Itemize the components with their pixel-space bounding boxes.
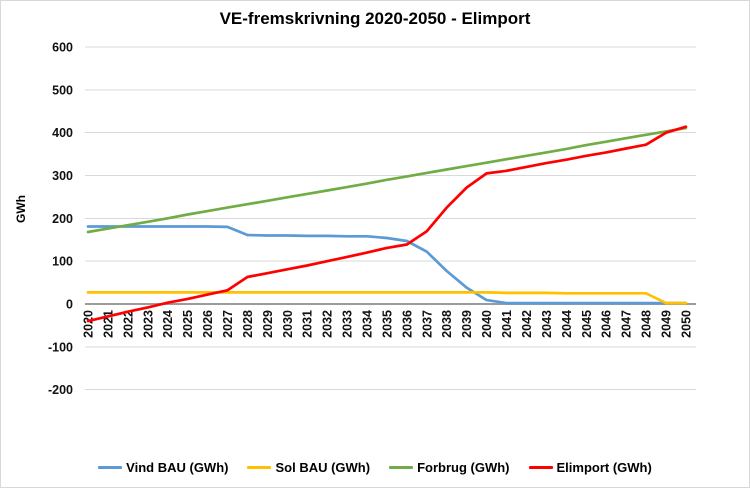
x-axis-tick-label: 2039 [460,310,474,338]
y-axis-tick-label: 100 [52,255,73,269]
legend-label: Vind BAU (GWh) [126,460,229,475]
x-axis-tick-label: 2036 [400,310,414,338]
legend-color-swatch [528,466,553,469]
y-axis-tick-label: 600 [52,41,73,55]
legend-label: Elimport (GWh) [556,460,652,475]
x-axis-tick-label: 2020 [82,310,96,338]
x-axis-tick-label: 2028 [241,310,255,338]
x-axis-tick-label: 2034 [361,310,375,338]
series-line-sol-bau-gwh [86,291,688,305]
series-line-elimport-gwh [86,125,688,323]
series-line-forbrug-gwh [86,126,688,234]
x-axis-tick-label: 2050 [679,310,693,338]
legend-label: Sol BAU (GWh) [275,460,371,475]
x-axis-tick-label: 2022 [121,310,135,338]
x-axis-tick-label: 2046 [600,310,614,338]
x-axis-tick-label: 2025 [181,310,195,338]
legend-color-swatch [98,466,123,469]
legend-item-sol-bau-gwh: Sol BAU (GWh) [247,460,370,475]
x-axis-tick-label: 2048 [640,310,654,338]
legend-item-forbrug-gwh: Forbrug (GWh) [389,460,510,475]
x-axis-tick-label: 2035 [380,310,394,338]
legend-label: Forbrug (GWh) [417,460,510,475]
y-axis-tick-label: 0 [66,298,73,312]
x-axis-tick-label: 2029 [261,310,275,338]
legend-color-swatch [389,466,414,469]
x-axis-tick-label: 2041 [500,310,514,338]
x-axis-tick-label: 2038 [440,310,454,338]
series-line-vind-bau-gwh [86,225,688,305]
x-axis-tick-label: 2042 [520,310,534,338]
x-axis-tick-label: 2026 [201,310,215,338]
x-axis-tick-label: 2044 [560,310,574,338]
chart-legend: Vind BAU (GWh) Sol BAU (GWh) Forbrug (GWh)… [1,460,749,475]
x-axis-tick-label: 2031 [301,310,315,338]
x-axis-tick-label: 2033 [341,310,355,338]
legend-item-elimport-gwh: Elimport (GWh) [528,460,652,475]
chart-title: VE-fremskrivning 2020-2050 - Elimport [219,9,531,28]
y-axis-tick-label: 200 [52,212,73,226]
x-axis-tick-label: 2030 [281,310,295,338]
y-axis-tick-label: 400 [52,126,73,140]
x-axis-tick-label: 2023 [141,310,155,338]
x-axis-tick-label: 2032 [321,310,335,338]
y-axis-tick-label: -200 [48,383,73,397]
legend-item-vind-bau-gwh: Vind BAU (GWh) [98,460,228,475]
legend-color-swatch [247,466,272,469]
y-axis-tick-label: 300 [52,169,73,183]
x-axis-tick-label: 2047 [620,310,634,338]
x-axis-tick-label: 2040 [480,310,494,338]
y-axis-tick-label: 500 [52,83,73,97]
x-axis-tick-label: 2037 [420,310,434,338]
x-axis-tick-label: 2024 [161,310,175,338]
y-axis-tick-label: -100 [48,340,73,354]
x-axis-tick-label: 2027 [221,310,235,338]
x-axis-tick-label: 2049 [659,310,673,338]
x-axis-tick-label: 2043 [540,310,554,338]
x-axis-tick-label: 2045 [580,310,594,338]
